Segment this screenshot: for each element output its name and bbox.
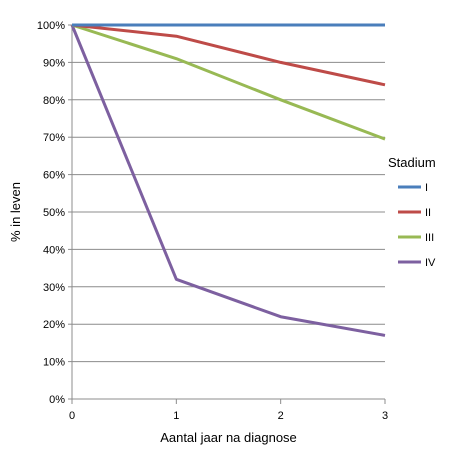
- y-tick-labels: 0% 10% 20% 30% 40% 50% 60% 70% 80% 90% 100%: [37, 20, 65, 406]
- series-line-II: [71, 23, 386, 87]
- x-tick-label: 2: [278, 410, 284, 422]
- y-axis-title: % in leven: [8, 182, 23, 242]
- legend-label-III: III: [425, 232, 434, 244]
- legend-title: Stadium: [388, 155, 436, 170]
- y-tick-label: 90%: [43, 57, 65, 69]
- y-tick-label: 80%: [43, 95, 65, 107]
- y-tick-label: 40%: [43, 244, 65, 256]
- y-tick-label: 60%: [43, 170, 65, 182]
- x-tick-label: 1: [173, 410, 179, 422]
- legend-label-IV: IV: [425, 257, 436, 269]
- x-tick-label: 0: [69, 410, 75, 422]
- series-line-IV: [70, 24, 386, 337]
- y-tick-label: 0%: [49, 394, 65, 406]
- x-tick-labels: 0 1 2 3: [69, 410, 388, 422]
- series-line-III: [71, 23, 386, 141]
- y-tick-label: 70%: [43, 132, 65, 144]
- legend-label-I: I: [425, 182, 428, 194]
- legend-label-II: II: [425, 207, 431, 219]
- axes: [71, 25, 386, 404]
- x-axis-title: Aantal jaar na diagnose: [160, 430, 297, 445]
- series-lines: [70, 23, 386, 337]
- y-tick-label: 30%: [43, 282, 65, 294]
- y-tick-label: 50%: [43, 207, 65, 219]
- grid-lines: [68, 24, 385, 400]
- y-tick-label: 20%: [43, 319, 65, 331]
- y-tick-label: 10%: [43, 357, 65, 369]
- x-tick-label: 3: [382, 410, 388, 422]
- y-tick-label: 100%: [37, 20, 65, 32]
